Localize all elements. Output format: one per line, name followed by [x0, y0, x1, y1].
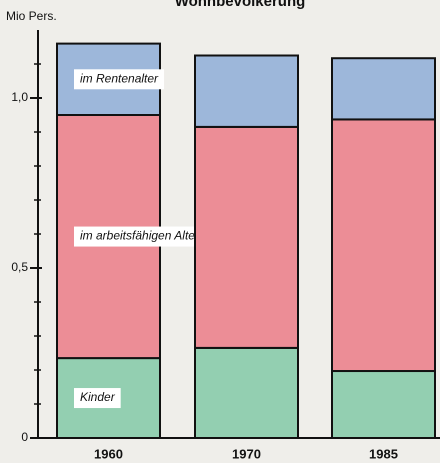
series-label: im Rentenalter [80, 71, 159, 85]
y-tick-label: 0,5 [11, 260, 28, 274]
bar-segment [194, 54, 299, 128]
series-label-box [74, 226, 205, 247]
x-tick-label: 1985 [369, 446, 398, 461]
bar-segment [194, 125, 299, 349]
bar-segment [194, 346, 299, 439]
bar-segment [331, 57, 436, 121]
bar-segment [331, 118, 436, 373]
y-tick-label: 1,0 [11, 90, 28, 104]
series-label: im arbeitsfähigen Alter [80, 229, 200, 243]
series-label-box [74, 388, 121, 409]
x-tick-label: 1960 [94, 446, 123, 461]
y-tick-label: 0 [21, 430, 28, 444]
chart-title: Wohnbevölkerung [175, 0, 306, 10]
bar-segment [331, 370, 436, 439]
y-axis-label: Mio Pers. [6, 9, 57, 23]
x-tick-label: 1970 [232, 446, 261, 461]
series-label: Kinder [80, 390, 116, 404]
series-label-box [74, 69, 165, 90]
